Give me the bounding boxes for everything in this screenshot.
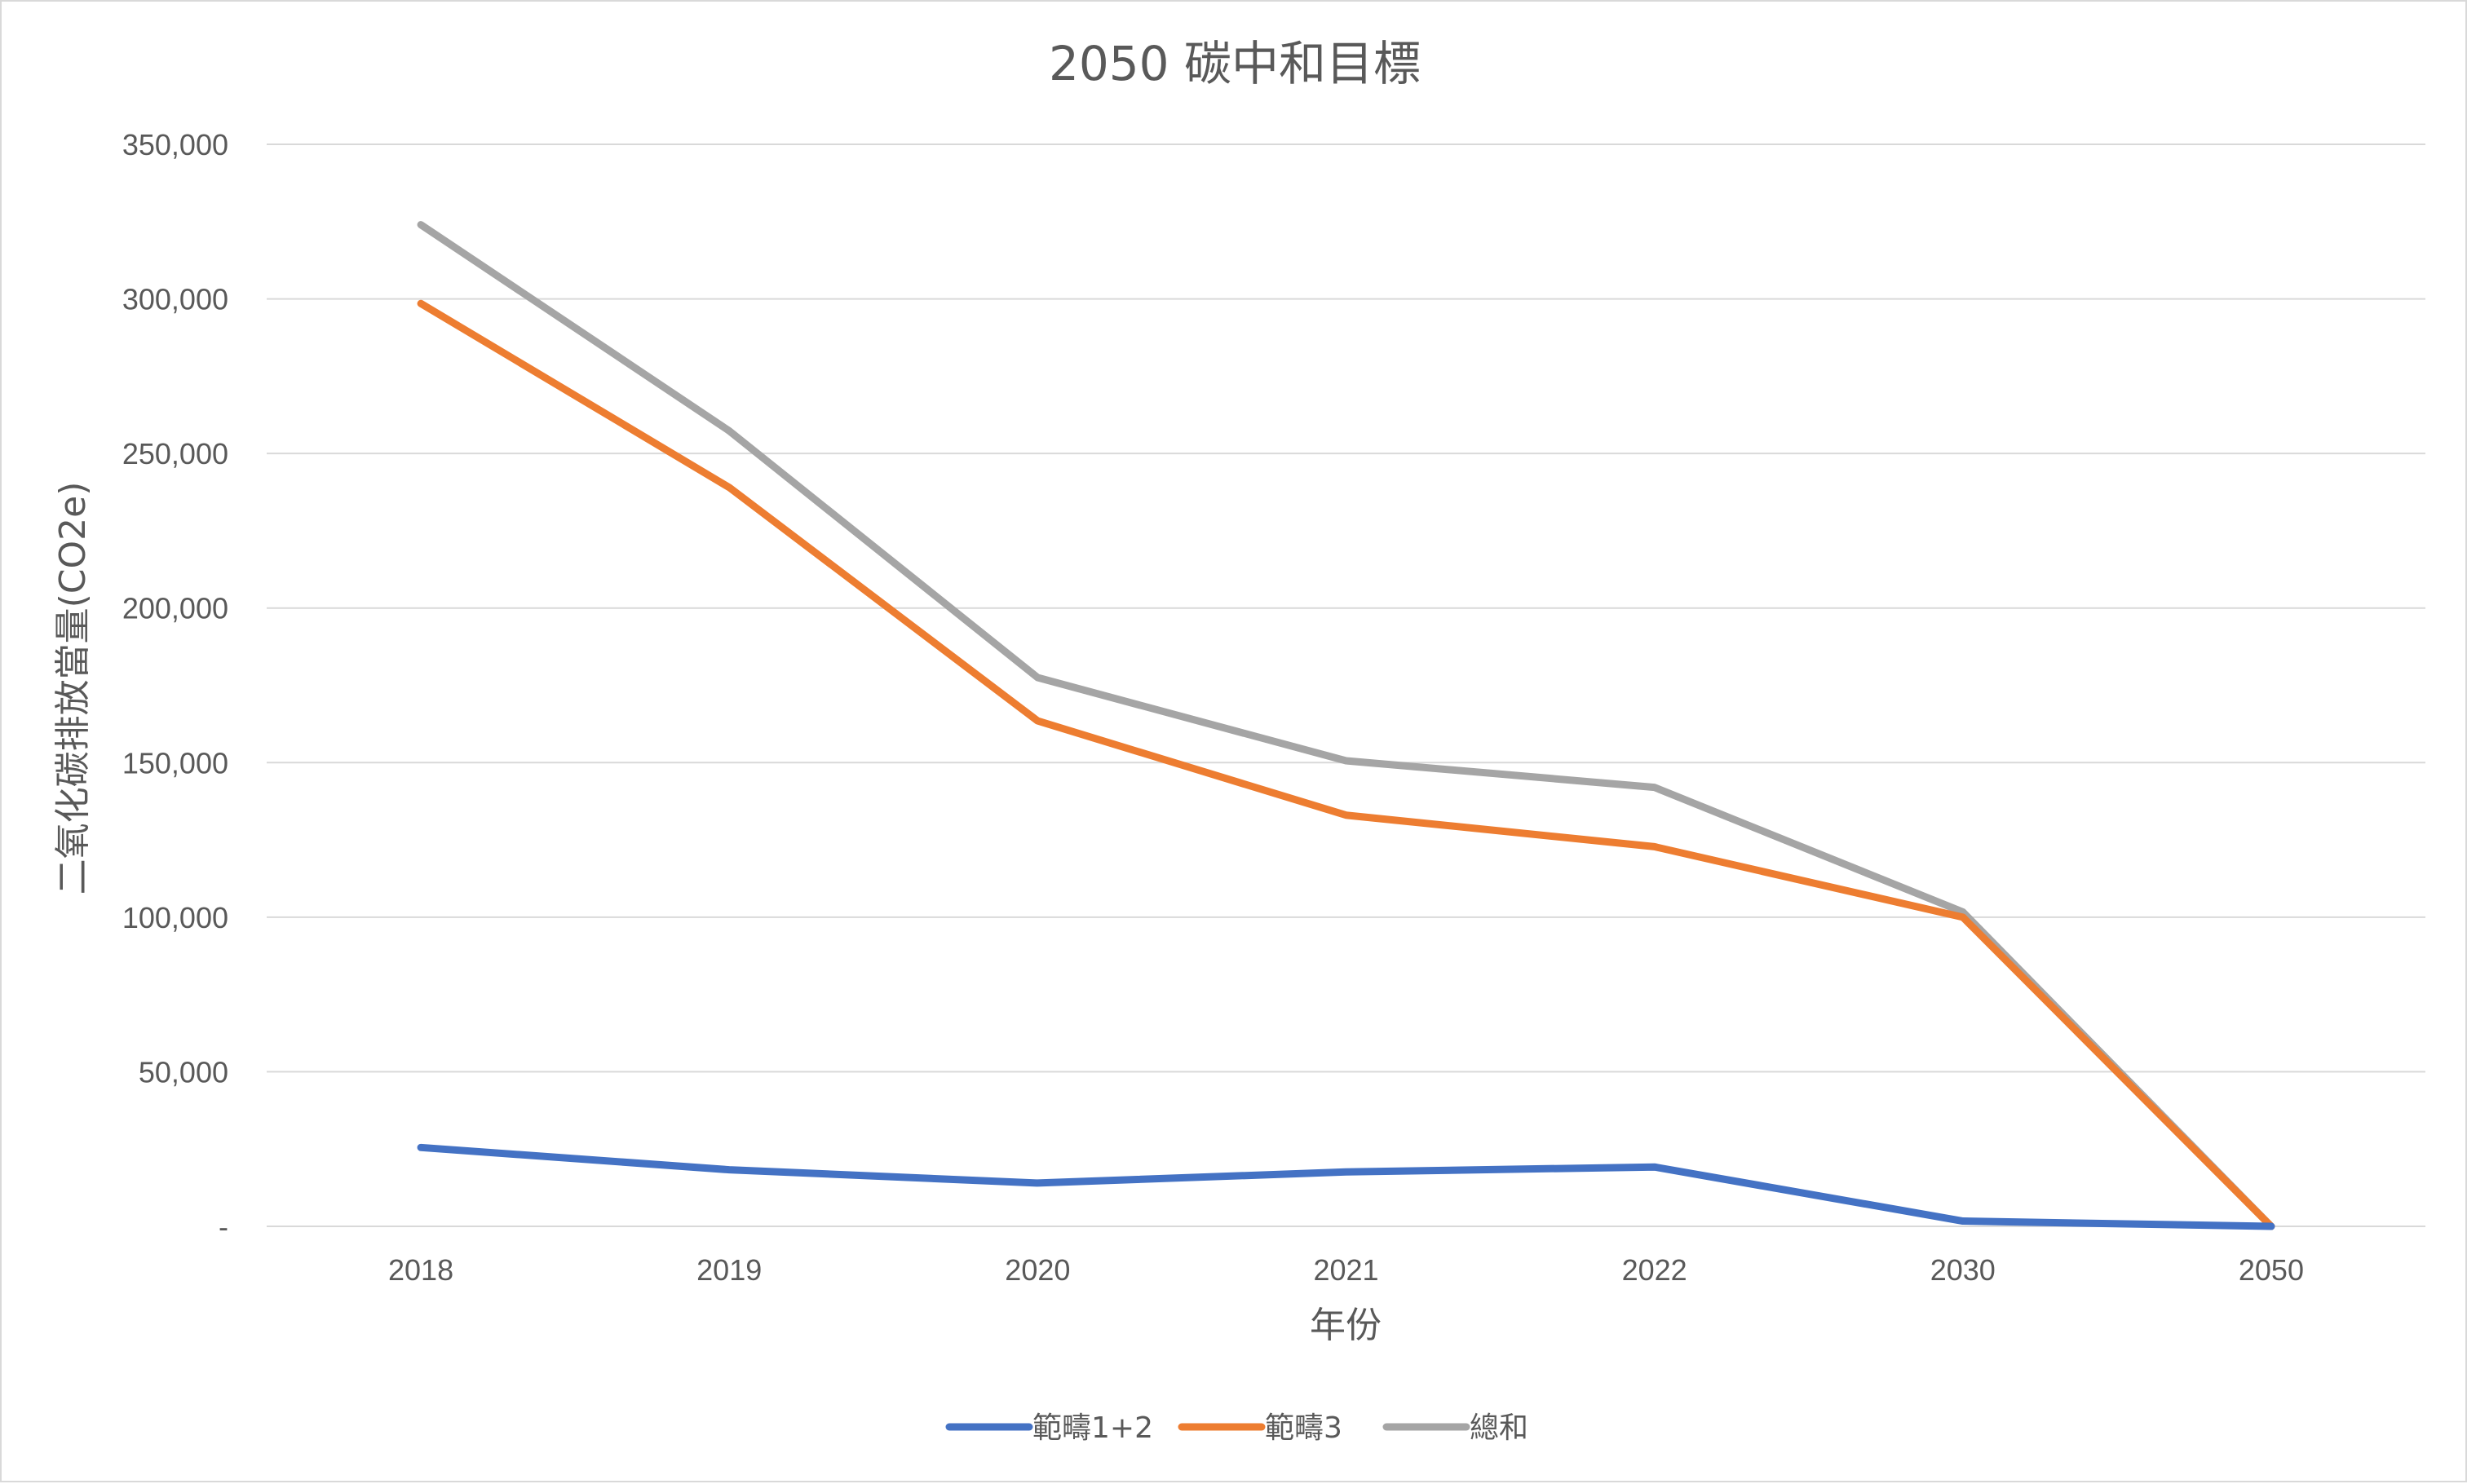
- series-lines: [417, 221, 2275, 1230]
- y-tick-label: 350,000: [122, 128, 228, 161]
- y-tick-label: 200,000: [122, 592, 228, 625]
- legend: 範疇1+2 範疇3 總和: [945, 1411, 1528, 1445]
- y-tick-label: 100,000: [122, 901, 228, 934]
- y-tick-label: 250,000: [122, 437, 228, 470]
- x-tick-label: 2050: [2239, 1253, 2304, 1287]
- chart-title: 2050 碳中和目標: [1049, 36, 1421, 91]
- legend-label: 範疇1+2: [1032, 1411, 1153, 1445]
- y-tick-label: 150,000: [122, 746, 228, 780]
- y-tick-label: 300,000: [122, 283, 228, 316]
- legend-label: 總和: [1470, 1411, 1528, 1445]
- x-axis-ticks: 2018 2019 2020 2021 2022 2030 2050: [388, 1253, 2304, 1287]
- series-line-1: [417, 1143, 2275, 1230]
- x-tick-label: 2022: [1622, 1253, 1687, 1287]
- x-tick-label: 2018: [388, 1253, 453, 1287]
- x-tick-label: 2021: [1313, 1253, 1378, 1287]
- y-tick-label: 50,000: [139, 1055, 228, 1089]
- series-line-3: [417, 221, 2275, 1230]
- grid-lines: [267, 144, 2425, 1227]
- x-tick-label: 2030: [1930, 1253, 1996, 1287]
- y-tick-label: -: [219, 1210, 228, 1243]
- y-axis-title: 二氧化碳排放當量(CO2e): [52, 482, 94, 895]
- y-axis-ticks: - 50,000 100,000 150,000 200,000 250,000 300,0…: [122, 128, 228, 1243]
- x-axis-title: 年份: [1310, 1305, 1382, 1346]
- x-tick-label: 2019: [696, 1253, 762, 1287]
- legend-label: 範疇3: [1265, 1411, 1342, 1445]
- x-tick-label: 2020: [1005, 1253, 1070, 1287]
- series-line-2: [417, 299, 2275, 1230]
